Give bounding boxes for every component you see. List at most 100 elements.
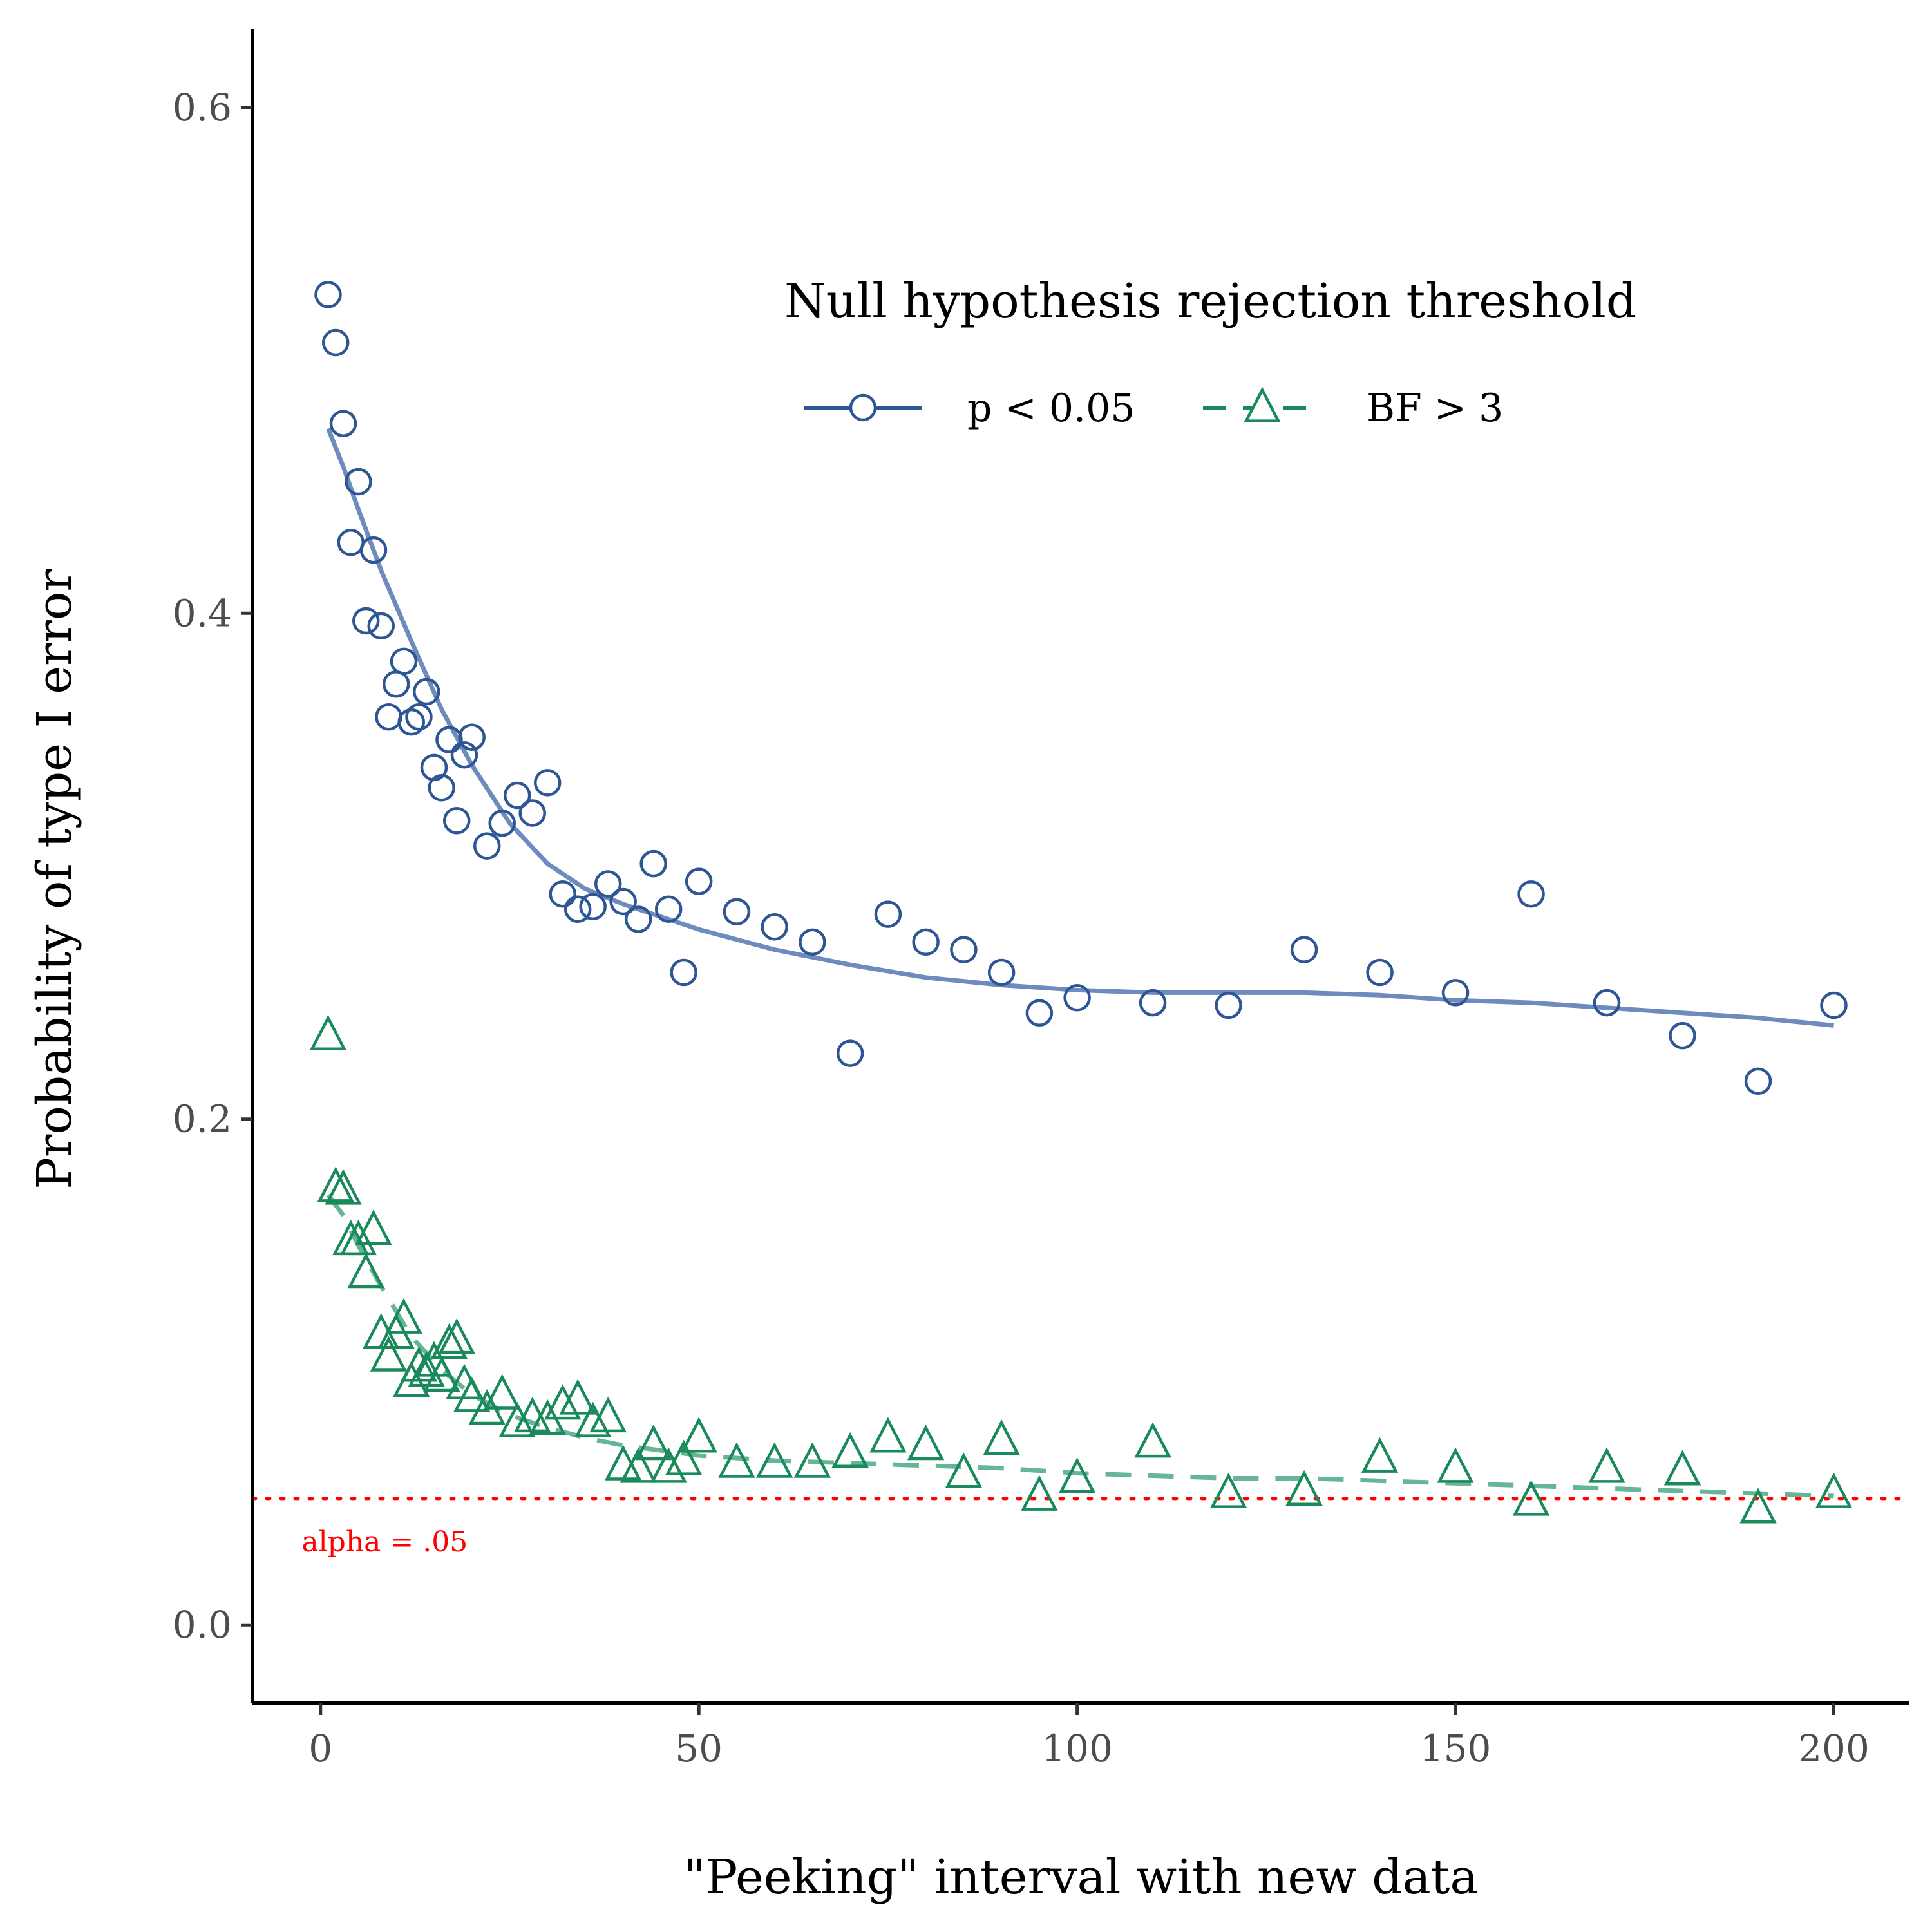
reference-line-layer: alpha = .05 <box>251 1497 1911 1558</box>
axes-layer: 0 50 100 150 200 0.0 0.2 0.4 0.6 "Peeking" interv… <box>27 29 1909 1905</box>
series-1-point-17 <box>438 1318 475 1354</box>
legend-title: Null hypothesis rejection threshold <box>784 274 1636 329</box>
series-0-point-18 <box>450 741 478 769</box>
y-tick-label-2: 0.4 <box>173 591 232 635</box>
alpha-annotation: alpha = .05 <box>301 1526 468 1558</box>
series-1-point-32 <box>650 1447 687 1483</box>
series-0-point-34 <box>685 867 713 895</box>
series-1-point-31 <box>634 1425 672 1461</box>
series-0-point-44 <box>1063 983 1091 1012</box>
series-0-point-52 <box>1669 1021 1696 1050</box>
series-1-point-50 <box>1512 1480 1550 1516</box>
y-tick-label-3: 0.6 <box>173 86 232 129</box>
series-1-point-22 <box>498 1401 536 1437</box>
x-tick-label-3: 150 <box>1420 1727 1492 1770</box>
series-1-point-19 <box>453 1376 491 1412</box>
series-1-point-33 <box>665 1439 703 1475</box>
series-1-point-39 <box>869 1417 907 1453</box>
x-tick-label-1: 50 <box>675 1727 723 1770</box>
series-0-point-26 <box>564 895 592 923</box>
series-0-point-33 <box>670 958 697 987</box>
legend-key-marker-1 <box>1244 386 1281 422</box>
series-0-point-41 <box>950 936 978 963</box>
series-0-smooth-line <box>326 428 1834 1028</box>
y-tick-label-1: 0.2 <box>173 1097 232 1141</box>
series-0-point-38 <box>836 1039 864 1067</box>
series-0-point-2 <box>329 410 357 437</box>
y-axis-title: Probability of type I error <box>27 569 82 1189</box>
series-0-point-42 <box>987 958 1016 987</box>
series-0-point-25 <box>549 880 576 908</box>
series-1-point-10 <box>385 1298 422 1334</box>
series-0-point-21 <box>488 809 516 837</box>
series-0-point-16 <box>435 726 463 753</box>
series-0-point-4 <box>345 468 372 496</box>
series-1-point-25 <box>544 1384 582 1420</box>
series-0-point-15 <box>428 773 455 802</box>
legend-label-1: BF > 3 <box>1367 386 1503 431</box>
series-0-point-7 <box>367 612 395 640</box>
series-1-smooth-line <box>326 1193 1834 1499</box>
series-1-point-41 <box>945 1452 983 1488</box>
series-0-point-39 <box>874 900 902 928</box>
series-1-point-44 <box>1058 1457 1096 1493</box>
series-0-point-29 <box>609 887 637 916</box>
series-0-point-22 <box>503 781 531 810</box>
series-0-point-50 <box>1517 880 1545 908</box>
series-0-point-43 <box>1025 999 1054 1027</box>
series-1-point-34 <box>680 1417 717 1453</box>
series-0-point-0 <box>314 281 342 308</box>
series-1-point-36 <box>755 1442 793 1478</box>
series-1-point-40 <box>907 1425 945 1461</box>
series-1-point-37 <box>793 1442 831 1478</box>
x-tick-label-2: 100 <box>1041 1727 1113 1770</box>
series-1-point-35 <box>718 1442 755 1478</box>
series-0-point-32 <box>654 895 683 923</box>
x-tick-label-4: 200 <box>1798 1727 1870 1770</box>
series-1-point-46 <box>1209 1472 1247 1508</box>
series-0-point-13 <box>412 677 440 706</box>
series-0-point-28 <box>594 870 622 898</box>
series-1-point-28 <box>589 1396 627 1433</box>
series-0-point-36 <box>761 913 788 941</box>
series-1-point-49 <box>1437 1447 1474 1483</box>
series-1-point-42 <box>983 1419 1020 1455</box>
legend-key-marker-0 <box>849 393 877 422</box>
series-1-point-12 <box>400 1346 438 1382</box>
series-1-point-47 <box>1285 1470 1323 1506</box>
series-0-point-12 <box>405 703 433 731</box>
series-1-point-13 <box>408 1351 445 1387</box>
series-1-point-2 <box>325 1169 362 1205</box>
series-0-point-24 <box>533 769 562 797</box>
series-0-point-10 <box>390 647 418 676</box>
series-0-point-37 <box>799 928 826 956</box>
series-1-point-38 <box>831 1432 869 1468</box>
series-0-point-23 <box>518 799 546 827</box>
series-1-point-53 <box>1739 1488 1777 1524</box>
series-1-point-15 <box>423 1356 460 1392</box>
series-1-point-52 <box>1663 1450 1701 1486</box>
y-tick-label-0: 0.0 <box>173 1603 232 1647</box>
series-0-point-53 <box>1744 1067 1772 1095</box>
series-1-point-51 <box>1588 1447 1625 1483</box>
series-0-point-47 <box>1290 936 1318 963</box>
series-1-point-5 <box>347 1252 384 1289</box>
series-0-point-31 <box>639 849 667 878</box>
series-1-point-1 <box>317 1166 354 1202</box>
x-tick-label-0: 0 <box>308 1727 332 1770</box>
series-0-point-19 <box>458 723 486 751</box>
series-0-point-6 <box>359 536 388 564</box>
series-1-point-6 <box>355 1209 392 1245</box>
series-0-point-30 <box>624 905 652 933</box>
series-0-point-1 <box>321 328 350 357</box>
series-0-point-35 <box>723 898 751 925</box>
x-axis-title: "Peeking" interval with new data <box>683 1850 1478 1905</box>
series-1-point-45 <box>1134 1422 1171 1458</box>
series-0-point-27 <box>579 893 607 921</box>
series-0-point-49 <box>1441 979 1470 1007</box>
series-1-point-43 <box>1021 1475 1058 1511</box>
smooth-lines-layer <box>326 428 1834 1499</box>
